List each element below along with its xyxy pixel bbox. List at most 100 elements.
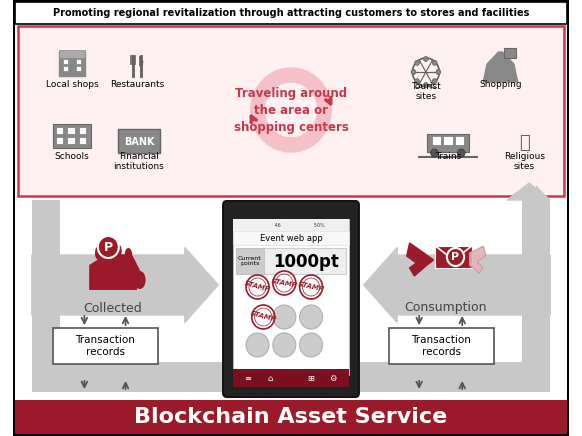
Circle shape — [98, 236, 119, 258]
Bar — [76, 59, 81, 64]
Bar — [67, 127, 75, 134]
Circle shape — [436, 69, 441, 75]
Text: 1000pt: 1000pt — [274, 253, 339, 271]
Text: Tourist
sites: Tourist sites — [411, 82, 441, 102]
Polygon shape — [407, 243, 434, 276]
Circle shape — [447, 248, 464, 266]
Text: STAMP: STAMP — [271, 278, 298, 288]
Bar — [15, 2, 567, 24]
Bar — [521, 200, 550, 375]
Bar — [32, 362, 550, 392]
FancyBboxPatch shape — [13, 1, 569, 435]
FancyBboxPatch shape — [223, 201, 359, 397]
Text: P: P — [452, 252, 460, 262]
Bar — [443, 136, 453, 145]
Bar — [79, 127, 86, 134]
Polygon shape — [483, 52, 517, 82]
Bar — [53, 328, 158, 364]
FancyArrow shape — [364, 248, 550, 323]
Bar — [56, 137, 63, 144]
Text: BANK: BANK — [123, 137, 154, 147]
Text: ⊞: ⊞ — [307, 374, 315, 382]
Text: Transaction
records: Transaction records — [76, 335, 136, 357]
Bar — [15, 198, 567, 398]
Text: Traveling around
the area or
shopping centers: Traveling around the area or shopping ce… — [233, 86, 349, 133]
Bar — [236, 248, 346, 274]
Polygon shape — [507, 183, 550, 200]
Text: P: P — [104, 241, 113, 253]
Circle shape — [424, 57, 428, 61]
Bar — [455, 136, 464, 145]
Ellipse shape — [125, 248, 132, 262]
Ellipse shape — [105, 242, 112, 256]
Text: Consumption: Consumption — [404, 300, 487, 313]
Text: ≡: ≡ — [244, 374, 251, 382]
Text: Collected: Collected — [84, 302, 143, 314]
Bar — [389, 328, 494, 364]
Polygon shape — [470, 246, 486, 274]
Bar — [233, 219, 349, 231]
Bar — [67, 137, 75, 144]
Text: Schools: Schools — [55, 152, 90, 161]
Text: Current
points: Current points — [238, 255, 262, 266]
Text: Religious
sites: Religious sites — [504, 152, 545, 171]
Bar — [15, 400, 567, 434]
Bar — [63, 59, 68, 64]
Bar — [56, 127, 63, 134]
Circle shape — [415, 60, 420, 65]
Text: Event web app: Event web app — [260, 234, 322, 242]
Text: STAMP: STAMP — [250, 310, 277, 324]
Bar — [233, 369, 349, 387]
Polygon shape — [140, 56, 143, 66]
Circle shape — [300, 305, 322, 329]
Text: ⌂: ⌂ — [267, 374, 272, 382]
Polygon shape — [251, 110, 331, 152]
Circle shape — [273, 305, 296, 329]
Text: Restaurants: Restaurants — [110, 80, 164, 89]
Text: 46                      50%: 46 50% — [258, 222, 324, 228]
Circle shape — [431, 149, 438, 157]
Circle shape — [415, 78, 420, 84]
Circle shape — [411, 69, 416, 75]
Ellipse shape — [134, 271, 146, 289]
Bar — [236, 248, 264, 274]
Bar — [76, 66, 81, 71]
Bar — [63, 66, 68, 71]
Text: Shopping: Shopping — [479, 80, 522, 89]
Text: Financial
institutions: Financial institutions — [113, 152, 164, 171]
Text: Blockchain Asset Service: Blockchain Asset Service — [134, 407, 448, 427]
Polygon shape — [470, 246, 486, 274]
FancyArrow shape — [32, 248, 218, 323]
Text: Transaction
records: Transaction records — [411, 335, 471, 357]
Circle shape — [300, 333, 322, 357]
Bar — [233, 231, 349, 245]
Text: STAMP: STAMP — [297, 281, 325, 293]
Circle shape — [432, 60, 437, 65]
Text: 🧗: 🧗 — [519, 134, 530, 152]
Bar — [19, 26, 563, 196]
Bar — [118, 129, 160, 153]
Bar — [504, 48, 516, 58]
Circle shape — [424, 82, 428, 88]
Bar — [59, 50, 86, 58]
Bar — [427, 134, 469, 152]
Polygon shape — [507, 185, 550, 200]
Circle shape — [246, 333, 269, 357]
Bar — [432, 136, 441, 145]
Circle shape — [457, 149, 465, 157]
Bar — [32, 200, 61, 390]
Bar — [79, 137, 86, 144]
Text: Promoting regional revitalization through attracting customers to stores and fac: Promoting regional revitalization throug… — [53, 8, 529, 18]
Bar — [59, 52, 86, 76]
Text: ⚙: ⚙ — [329, 374, 337, 382]
Ellipse shape — [95, 246, 102, 260]
Text: Trains: Trains — [435, 152, 461, 161]
Polygon shape — [89, 253, 140, 290]
Text: Local shops: Local shops — [45, 80, 98, 89]
Polygon shape — [435, 246, 472, 268]
Bar — [233, 219, 349, 375]
Bar — [53, 124, 91, 148]
Circle shape — [273, 333, 296, 357]
Text: STAMP: STAMP — [244, 281, 271, 293]
Circle shape — [432, 78, 437, 84]
